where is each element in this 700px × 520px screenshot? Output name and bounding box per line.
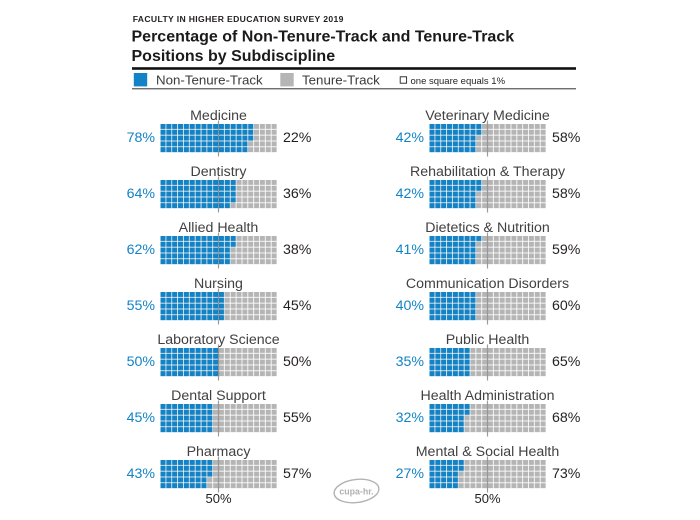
svg-text:58%: 58% xyxy=(552,130,581,146)
svg-text:50%: 50% xyxy=(283,354,312,370)
svg-text:FACULTY IN HIGHER EDUCATION SU: FACULTY IN HIGHER EDUCATION SURVEY 2019 xyxy=(133,14,344,24)
svg-text:43%: 43% xyxy=(127,466,156,482)
svg-text:Rehabilitation & Therapy: Rehabilitation & Therapy xyxy=(410,164,566,180)
svg-text:64%: 64% xyxy=(127,186,156,202)
svg-text:Dental Support: Dental Support xyxy=(171,388,266,404)
svg-text:40%: 40% xyxy=(396,298,425,314)
svg-text:Veterinary Medicine: Veterinary Medicine xyxy=(425,108,550,124)
svg-text:Dentistry: Dentistry xyxy=(191,164,248,180)
svg-text:50%: 50% xyxy=(474,491,500,506)
svg-text:42%: 42% xyxy=(396,130,425,146)
svg-text:Laboratory Science: Laboratory Science xyxy=(157,332,279,348)
svg-text:27%: 27% xyxy=(396,466,425,482)
svg-text:45%: 45% xyxy=(283,298,312,314)
svg-text:41%: 41% xyxy=(396,242,425,258)
svg-text:Non-Tenure-Track: Non-Tenure-Track xyxy=(156,73,263,88)
svg-text:Dietetics & Nutrition: Dietetics & Nutrition xyxy=(425,220,550,236)
svg-text:59%: 59% xyxy=(552,242,581,258)
svg-text:Percentage of Non-Tenure-Track: Percentage of Non-Tenure-Track and Tenur… xyxy=(132,28,515,45)
svg-text:Nursing: Nursing xyxy=(194,276,243,292)
svg-text:35%: 35% xyxy=(396,354,425,370)
svg-text:22%: 22% xyxy=(283,130,312,146)
svg-text:55%: 55% xyxy=(127,298,156,314)
svg-text:65%: 65% xyxy=(552,354,581,370)
svg-text:38%: 38% xyxy=(283,242,312,258)
svg-text:78%: 78% xyxy=(127,130,156,146)
svg-text:Tenure-Track: Tenure-Track xyxy=(302,73,380,88)
svg-text:42%: 42% xyxy=(396,186,425,202)
svg-text:68%: 68% xyxy=(552,410,581,426)
svg-text:Allied Health: Allied Health xyxy=(179,220,259,236)
svg-text:36%: 36% xyxy=(283,186,312,202)
svg-text:55%: 55% xyxy=(283,410,312,426)
svg-text:62%: 62% xyxy=(127,242,156,258)
svg-text:Public Health: Public Health xyxy=(446,332,530,348)
svg-text:50%: 50% xyxy=(127,354,156,370)
svg-text:57%: 57% xyxy=(283,466,312,482)
svg-text:Pharmacy: Pharmacy xyxy=(187,444,252,460)
svg-text:cupa-hr.: cupa-hr. xyxy=(339,487,373,497)
svg-text:73%: 73% xyxy=(552,466,581,482)
svg-text:Medicine: Medicine xyxy=(190,108,247,124)
svg-text:Mental & Social Health: Mental & Social Health xyxy=(416,444,560,460)
svg-text:50%: 50% xyxy=(205,491,231,506)
svg-text:60%: 60% xyxy=(552,298,581,314)
svg-text:58%: 58% xyxy=(552,186,581,202)
svg-text:one square equals 1%: one square equals 1% xyxy=(411,76,506,87)
svg-text:45%: 45% xyxy=(127,410,156,426)
svg-text:Health Administration: Health Administration xyxy=(420,388,554,404)
svg-text:Communication Disorders: Communication Disorders xyxy=(406,276,569,292)
svg-text:Positions by Subdiscipline: Positions by Subdiscipline xyxy=(132,48,336,65)
svg-text:32%: 32% xyxy=(396,410,425,426)
